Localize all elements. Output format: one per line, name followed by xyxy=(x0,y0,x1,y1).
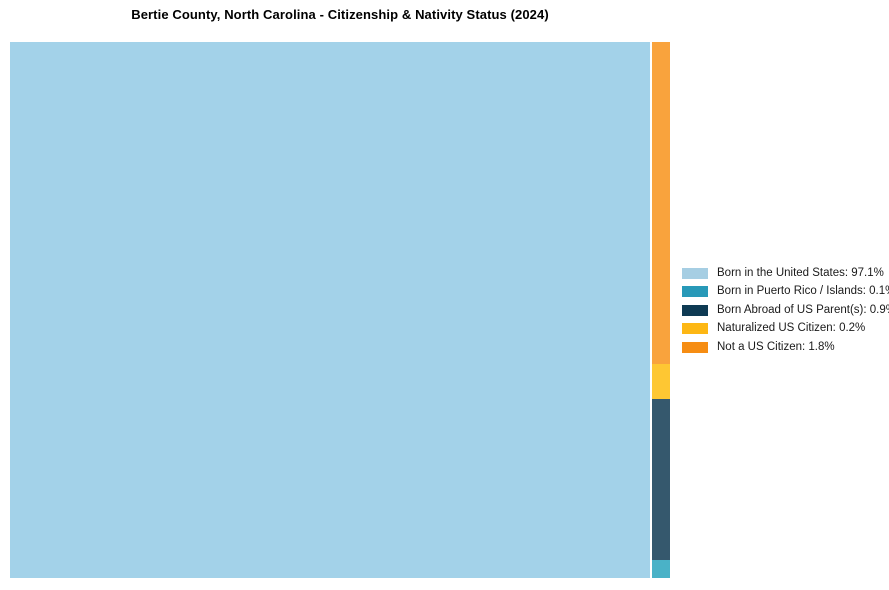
treemap-tile-born_us[interactable] xyxy=(10,42,650,578)
legend-item-not_citizen[interactable]: Not a US Citizen: 1.8% xyxy=(682,338,889,357)
legend-swatch-born_abroad xyxy=(682,304,708,316)
treemap-tile-naturalized[interactable] xyxy=(652,363,670,400)
legend-label-not_citizen: Not a US Citizen: 1.8% xyxy=(717,340,835,353)
legend: Born in the United States: 97.1% Born in … xyxy=(682,264,889,357)
legend-label-naturalized: Naturalized US Citizen: 0.2% xyxy=(717,322,866,334)
treemap-tile-born_abroad[interactable] xyxy=(652,399,670,561)
legend-item-puerto_rico[interactable]: Born in Puerto Rico / Islands: 0.1% xyxy=(682,283,889,302)
legend-swatch-naturalized xyxy=(682,323,708,335)
treemap-tile-not_citizen[interactable] xyxy=(652,42,670,364)
legend-swatch-born_us xyxy=(682,267,708,279)
legend-item-naturalized[interactable]: Naturalized US Citizen: 0.2% xyxy=(682,320,889,339)
legend-label-puerto_rico: Born in Puerto Rico / Islands: 0.1% xyxy=(717,285,889,297)
treemap-tile-puerto_rico[interactable] xyxy=(652,560,670,578)
chart-title: Bertie County, North Carolina - Citizens… xyxy=(131,7,549,22)
legend-label-born_abroad: Born Abroad of US Parent(s): 0.9% xyxy=(717,303,889,316)
legend-label-born_us: Born in the United States: 97.1% xyxy=(717,266,884,279)
legend-item-born_us[interactable]: Born in the United States: 97.1% xyxy=(682,264,889,283)
treemap-strip xyxy=(652,42,670,578)
treemap-plot xyxy=(10,42,670,578)
legend-swatch-not_citizen xyxy=(682,341,708,353)
legend-swatch-puerto_rico xyxy=(682,286,708,298)
legend-item-born_abroad[interactable]: Born Abroad of US Parent(s): 0.9% xyxy=(682,301,889,320)
